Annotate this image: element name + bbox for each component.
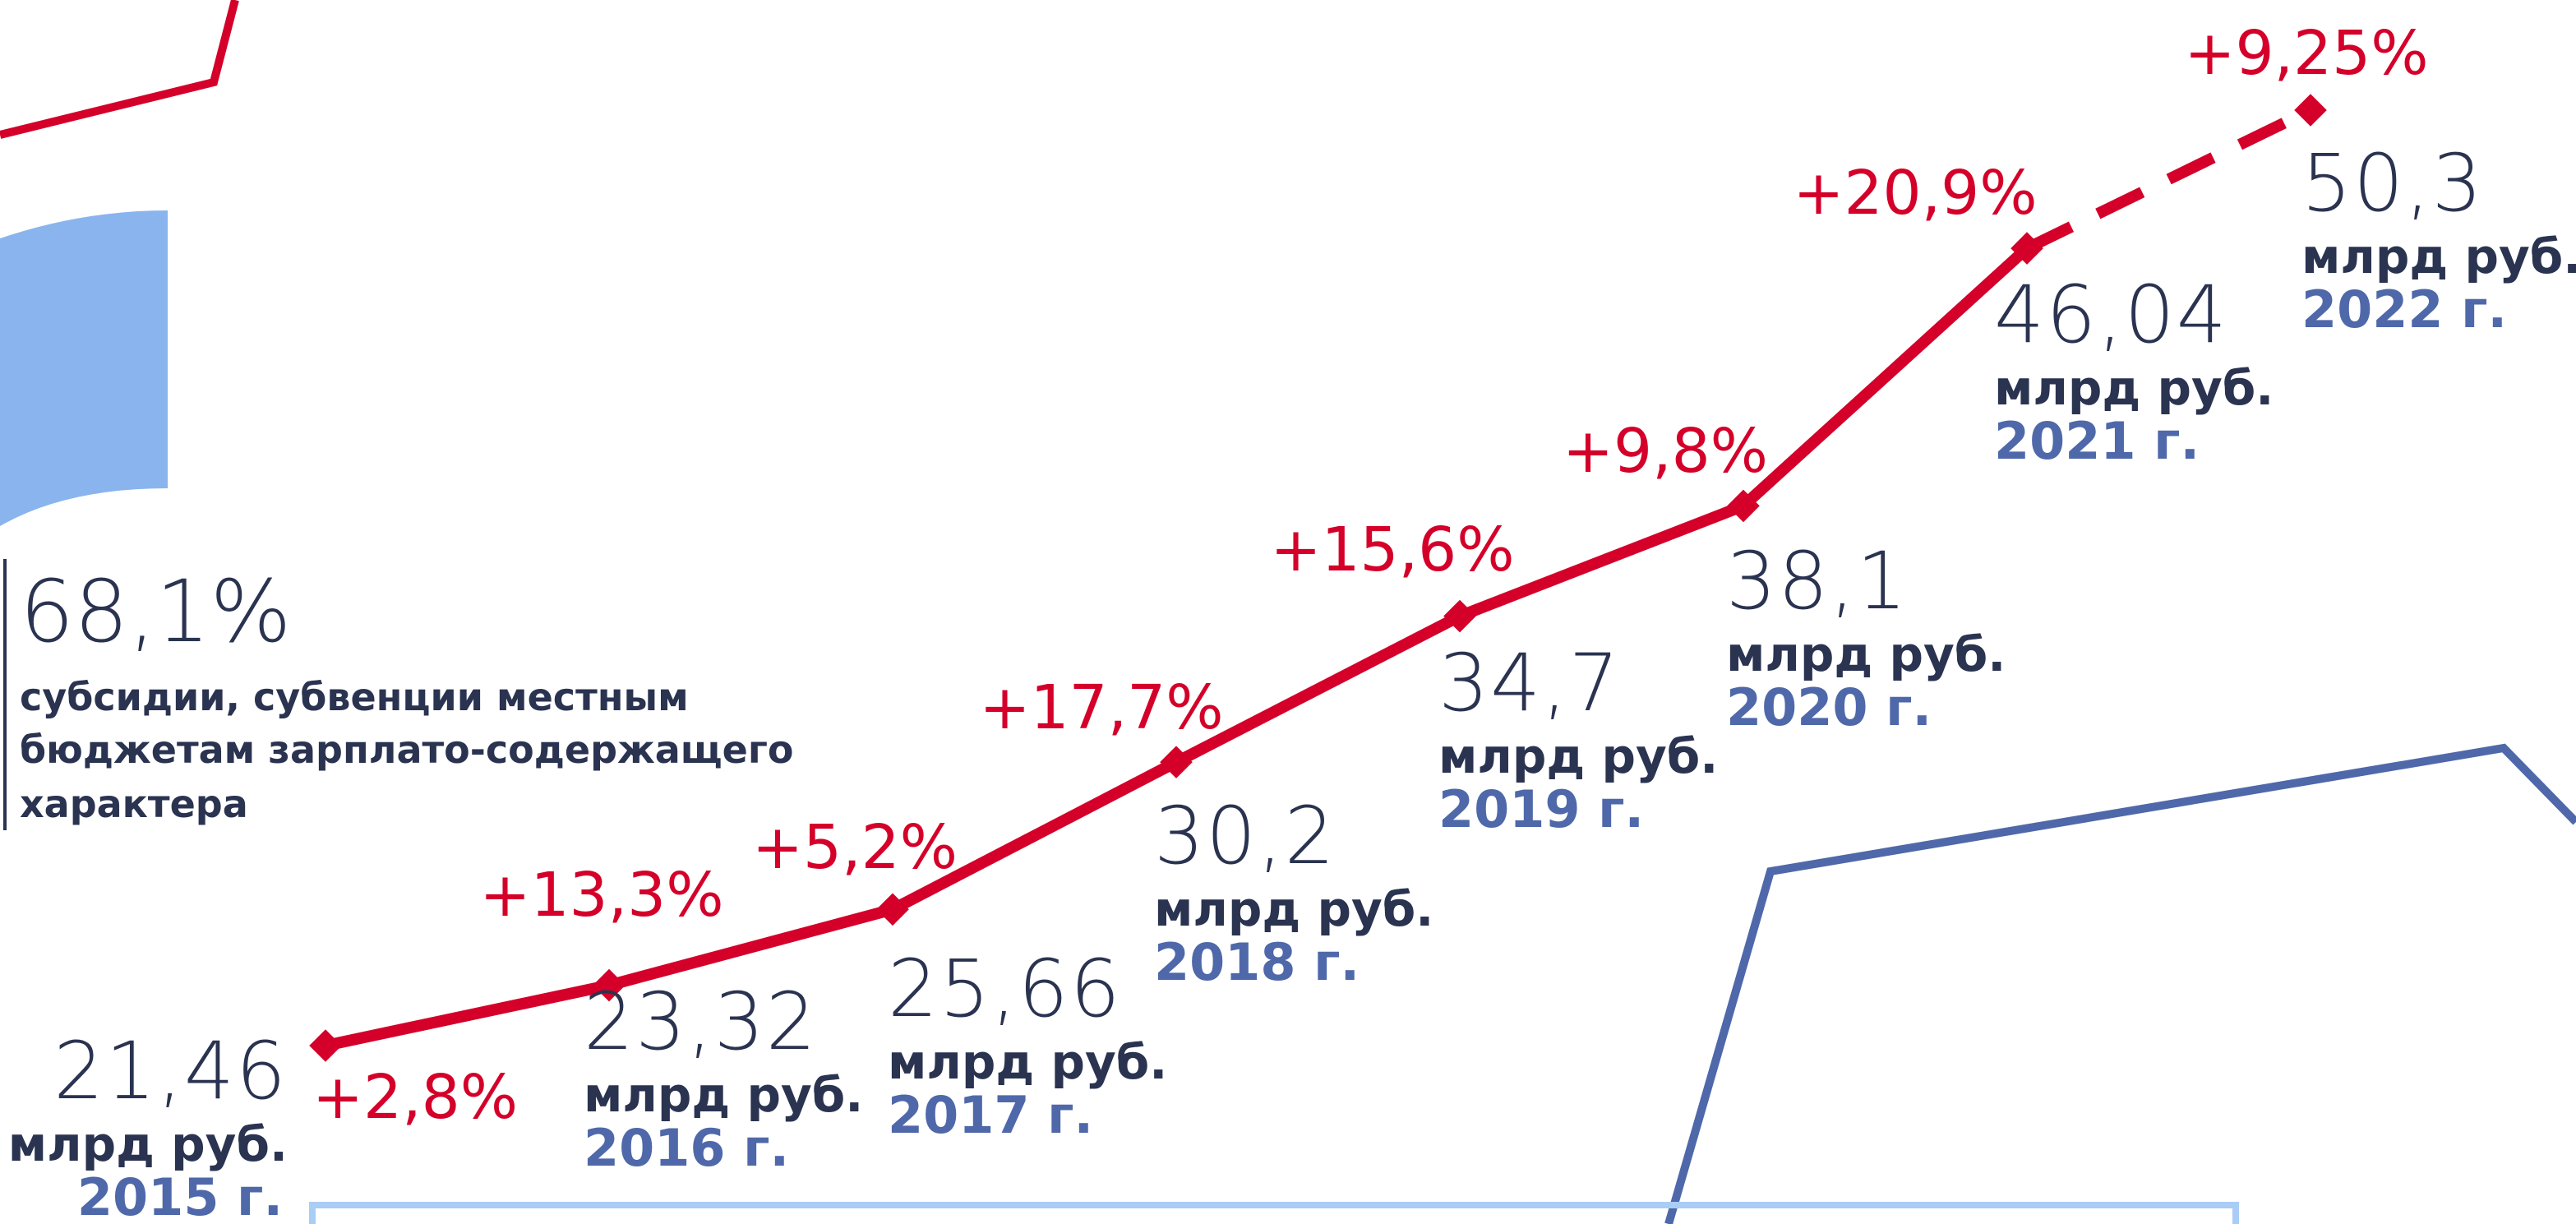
decor-line bbox=[1664, 743, 2576, 1224]
note-text: бюджетам зарплато-содержащего bbox=[20, 727, 794, 772]
point bbox=[876, 893, 909, 926]
point bbox=[593, 968, 626, 1002]
change-label: +15,6% bbox=[1270, 515, 1514, 585]
value-label: 46,04 bbox=[1994, 269, 2228, 361]
note-text: субсидии, субвенции местным bbox=[20, 675, 689, 719]
unit-label: млрд руб. bbox=[888, 1034, 1167, 1090]
value-label: 50,3 bbox=[2301, 137, 2484, 229]
projected-line bbox=[2024, 104, 2314, 254]
unit-label: млрд руб. bbox=[1726, 626, 2006, 682]
unit-label: млрд руб. bbox=[2301, 229, 2576, 284]
change-label: +17,7% bbox=[979, 672, 1223, 743]
point bbox=[1443, 599, 1476, 633]
change-label: +2,8% bbox=[312, 1062, 518, 1133]
unit-label: млрд руб. bbox=[1154, 881, 1433, 937]
year-label: 2017 г. bbox=[888, 1085, 1093, 1145]
year-label: 2015 г. bbox=[77, 1167, 283, 1224]
value-label: 23,32 bbox=[584, 976, 818, 1068]
value-label: 38,1 bbox=[1726, 535, 1909, 627]
value-label: 21,46 bbox=[53, 1025, 288, 1117]
unit-label: млрд руб. bbox=[1438, 728, 1718, 784]
unit-label: млрд руб. bbox=[1994, 360, 2274, 416]
unit-label: млрд руб. bbox=[584, 1067, 863, 1123]
change-label: +9,25% bbox=[2184, 18, 2428, 89]
point bbox=[309, 1029, 342, 1062]
note-value: 68,1% bbox=[20, 561, 291, 662]
change-label: +20,9% bbox=[1793, 158, 2037, 229]
note-text: характера bbox=[20, 782, 248, 826]
value-label: 30,2 bbox=[1154, 790, 1336, 882]
year-label: 2022 г. bbox=[2301, 279, 2507, 339]
year-label: 2016 г. bbox=[584, 1118, 789, 1178]
value-label: 25,66 bbox=[888, 943, 1122, 1035]
decor-shape bbox=[0, 210, 168, 526]
change-label: +9,8% bbox=[1563, 416, 1768, 487]
unit-label: млрд руб. bbox=[8, 1116, 288, 1172]
year-label: 2020 г. bbox=[1726, 677, 1932, 737]
point bbox=[1727, 489, 1760, 523]
year-label: 2018 г. bbox=[1154, 932, 1360, 992]
year-label: 2019 г. bbox=[1438, 779, 1644, 839]
point bbox=[1160, 746, 1193, 778]
decor-line bbox=[0, 0, 239, 139]
point bbox=[2010, 232, 2043, 265]
change-label: +13,3% bbox=[479, 860, 723, 931]
value-label: 34,7 bbox=[1438, 637, 1621, 729]
point bbox=[2294, 94, 2327, 127]
decor-frame bbox=[309, 1202, 2239, 1224]
change-label: +5,2% bbox=[752, 812, 958, 883]
year-label: 2021 г. bbox=[1994, 411, 2200, 471]
